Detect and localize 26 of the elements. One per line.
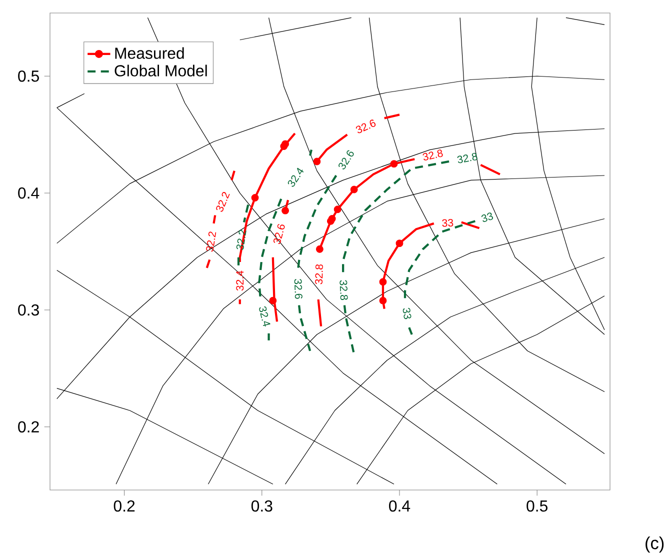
annotation: 33	[442, 218, 454, 227]
text: (c)	[646, 536, 664, 553]
legend-label: Measured	[115, 47, 184, 59]
x-tick-label: 0.2	[114, 500, 135, 512]
annotation: 32.2	[236, 230, 246, 250]
annotation: 32.4	[236, 270, 244, 291]
annotation: 32.2	[216, 192, 230, 212]
x-tick-label: 0.5	[526, 500, 548, 512]
annotation: 32.6	[356, 120, 376, 134]
annotation: 32.4	[259, 306, 270, 327]
annotation: 32.2	[206, 232, 216, 252]
annotation: 32.8	[315, 264, 323, 284]
x-tick-label: 0.3	[251, 500, 272, 512]
x-tick-label: 0.4	[389, 500, 410, 512]
annotation: 32.8	[340, 280, 348, 300]
annotation: 32.6	[294, 279, 302, 299]
annotation: 32.6	[273, 224, 285, 244]
legend-label: Global Model	[114, 64, 207, 76]
y-tick-label: 0.2	[18, 421, 39, 432]
annotation: 33	[481, 212, 494, 222]
annotation: 33	[402, 308, 412, 320]
y-tick-label: 0.3	[18, 304, 39, 316]
annotation: 32.8	[457, 152, 478, 164]
y-tick-label: 0.5	[18, 70, 39, 82]
y-tick-label: 0.4	[18, 187, 40, 199]
annotation: 32.8	[422, 150, 443, 160]
